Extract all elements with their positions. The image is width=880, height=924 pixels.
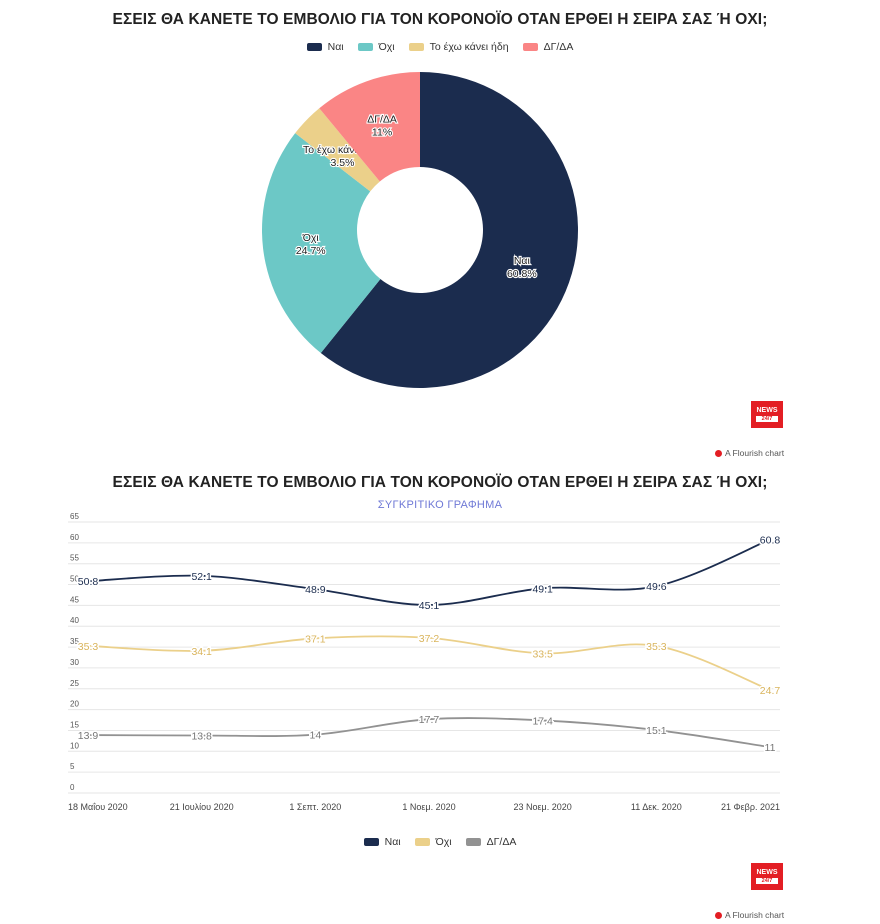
- y-tick-label: 40: [70, 616, 79, 625]
- flourish-credit-text: A Flourish chart: [725, 448, 785, 458]
- donut-slice-0[interactable]: [320, 72, 578, 388]
- legend-swatch-dk: [522, 43, 538, 51]
- data-label-yes: 49.6: [646, 581, 667, 593]
- donut-label-name-3: ΔΓ/ΔΑ: [367, 114, 397, 126]
- news247-logo: NEWS 24/7: [751, 401, 783, 428]
- y-tick-label: 45: [70, 595, 79, 604]
- y-tick-label: 35: [70, 637, 79, 646]
- x-tick-label: 23 Νοεμ. 2020: [514, 802, 572, 812]
- y-tick-label: 15: [70, 720, 79, 729]
- line-legend-item-dk[interactable]: ΔΓ/ΔΑ: [465, 836, 517, 848]
- legend-item-no[interactable]: Όχι: [357, 41, 395, 53]
- data-label-yes: 60.8: [760, 535, 781, 547]
- x-tick-label: 1 Σεπτ. 2020: [289, 802, 341, 812]
- flourish-credit[interactable]: A Flourish chart: [715, 448, 784, 458]
- news247-logo-bottom: NEWS 24/7: [751, 863, 783, 890]
- donut-slice-1[interactable]: [262, 133, 381, 353]
- donut-label-value-1: 24.7%: [296, 245, 326, 257]
- donut-label-value-3: 11%: [372, 127, 392, 139]
- data-label-yes: 45.1: [419, 600, 440, 612]
- line-legend-item-yes[interactable]: Ναι: [363, 836, 401, 848]
- line-legend-swatch-no: [414, 838, 430, 846]
- flourish-icon: [715, 449, 722, 457]
- data-label-yes: 52.1: [191, 571, 212, 583]
- logo-bottom-bottom-text: 24/7: [756, 878, 778, 884]
- data-label-dk: 15.1: [646, 725, 667, 737]
- y-tick-label: 0: [70, 783, 75, 792]
- data-label-no: 37.1: [305, 633, 326, 645]
- donut-slice-2[interactable]: [295, 108, 380, 192]
- legend-swatch-yes: [306, 43, 322, 51]
- line-chart: 0 5 10 15 20 25 30 35 40 45 50 55 60 65 18 Μαΐου 2020 2…: [68, 512, 782, 812]
- line-legend-label-dk: ΔΓ/ΔΑ: [486, 836, 517, 848]
- flourish-credit-text-bottom: A Flourish chart: [725, 910, 785, 920]
- donut-label-name-1: Όχι: [302, 232, 320, 244]
- line-legend-swatch-dk: [465, 838, 481, 846]
- legend-label-no: Όχι: [378, 41, 395, 53]
- legend-label-yes: Ναι: [327, 41, 344, 53]
- line-legend-label-no: Όχι: [435, 836, 452, 848]
- x-tick-label: 11 Δεκ. 2020: [631, 802, 682, 812]
- legend-item-already[interactable]: Το έχω κάνει ήδη: [408, 41, 509, 53]
- data-label-no: 37.2: [419, 633, 440, 645]
- data-label-yes: 49.1: [532, 583, 553, 595]
- line-legend: Ναι Όχι ΔΓ/ΔΑ: [0, 836, 880, 848]
- flourish-icon-bottom: [715, 911, 722, 919]
- data-label-dk: 13.9: [78, 730, 99, 742]
- flourish-credit-bottom[interactable]: A Flourish chart: [715, 910, 784, 920]
- line-chart-subtitle: ΣΥΓΚΡΙΤΙΚΟ ΓΡΑΦΗΜΑ: [377, 499, 503, 511]
- legend-item-yes[interactable]: Ναι: [306, 41, 344, 53]
- donut-slice-3[interactable]: [319, 72, 420, 182]
- logo-bottom-top-text: NEWS: [756, 869, 778, 876]
- line-legend-swatch-yes: [363, 838, 379, 846]
- line-chart-title: ΕΣΕΙΣ ΘΑ ΚΑΝΕΤΕ ΤΟ ΕΜΒΟΛΙΟ ΓΙΑ ΤΟΝ ΚΟΡΟΝ…: [112, 474, 768, 491]
- data-label-dk: 13.8: [191, 730, 212, 742]
- legend-label-dk: ΔΓ/ΔΑ: [543, 41, 574, 53]
- x-tick-label: 21 Ιουλίου 2020: [170, 802, 234, 812]
- donut-label-value-2: 3.5%: [330, 157, 354, 169]
- donut-chart-title: ΕΣΕΙΣ ΘΑ ΚΑΝΕΤΕ ΤΟ ΕΜΒΟΛΙΟ ΓΙΑ ΤΟΝ ΚΟΡΟΝ…: [112, 11, 768, 28]
- y-tick-label: 60: [70, 533, 79, 542]
- donut-label-value-0: 60.8%: [507, 268, 537, 280]
- line-legend-item-no[interactable]: Όχι: [414, 836, 452, 848]
- data-label-no: 24.7: [760, 685, 781, 697]
- y-tick-label: 50: [70, 575, 79, 584]
- y-tick-label: 30: [70, 658, 79, 667]
- data-label-dk: 14: [309, 730, 321, 742]
- series-line-no[interactable]: [87, 635, 771, 691]
- y-tick-label: 10: [70, 741, 79, 750]
- x-tick-label: 21 Φεβρ. 2021: [721, 802, 780, 812]
- line-legend-label-yes: Ναι: [384, 836, 401, 848]
- data-label-no: 34.1: [191, 646, 212, 658]
- x-tick-label: 18 Μαΐου 2020: [68, 802, 128, 812]
- donut-label-name-0: Ναι: [514, 255, 531, 267]
- x-tick-label: 1 Νοεμ. 2020: [402, 802, 455, 812]
- legend-swatch-already: [408, 43, 424, 51]
- series-line-dk[interactable]: [87, 717, 771, 749]
- y-tick-label: 25: [70, 679, 79, 688]
- data-label-dk: 17.4: [532, 715, 553, 727]
- data-label-no: 35.3: [646, 641, 667, 653]
- data-label-dk: 11: [765, 742, 776, 754]
- data-label-no: 35.3: [78, 641, 99, 653]
- legend-swatch-no: [357, 43, 373, 51]
- donut-legend: Ναι Όχι Το έχω κάνει ήδη ΔΓ/ΔΑ: [0, 41, 880, 53]
- y-tick-label: 20: [70, 700, 79, 709]
- series-line-yes[interactable]: [87, 538, 771, 606]
- y-tick-label: 5: [70, 762, 75, 771]
- legend-item-dk[interactable]: ΔΓ/ΔΑ: [522, 41, 574, 53]
- logo-top-text: NEWS: [756, 407, 778, 414]
- data-label-no: 33.5: [532, 648, 553, 660]
- data-label-yes: 50.8: [78, 576, 99, 588]
- logo-bottom-text: 24/7: [756, 416, 778, 422]
- y-tick-label: 65: [70, 512, 79, 521]
- data-label-dk: 17.7: [419, 714, 440, 726]
- legend-label-already: Το έχω κάνει ήδη: [429, 41, 509, 53]
- y-tick-label: 55: [70, 554, 79, 563]
- data-label-yes: 48.9: [305, 584, 326, 596]
